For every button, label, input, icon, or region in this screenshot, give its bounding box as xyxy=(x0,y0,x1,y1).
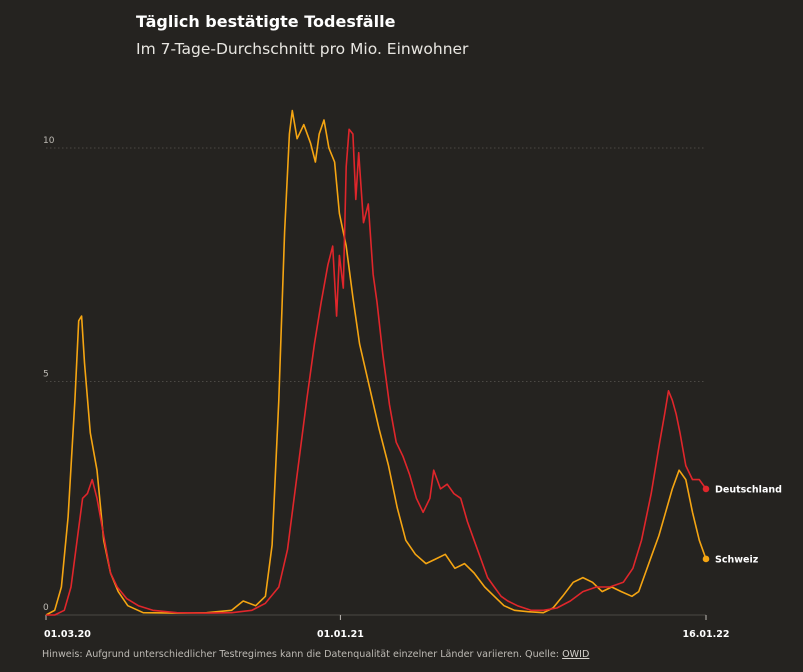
series-endpoint-deutschland xyxy=(702,485,710,493)
chart-title: Täglich bestätigte Todesfälle xyxy=(136,12,396,31)
series-line-deutschland xyxy=(46,128,707,616)
x-tick-label: 01.01.21 xyxy=(317,629,364,640)
chart-subtitle: Im 7-Tage-Durchschnitt pro Mio. Einwohne… xyxy=(136,40,469,58)
series-label-deutschland: Deutschland xyxy=(715,484,782,495)
footnote-text: Hinweis: Aufgrund unterschiedlicher Test… xyxy=(42,649,563,660)
y-tick-label: 10 xyxy=(43,136,55,146)
series-endpoint-schweiz xyxy=(702,555,710,563)
y-tick-label: 5 xyxy=(43,370,49,380)
footnote: Hinweis: Aufgrund unterschiedlicher Test… xyxy=(42,649,589,660)
y-tick-label: 0 xyxy=(43,603,49,613)
x-tick-label: 16.01.22 xyxy=(683,629,730,640)
series-label-schweiz: Schweiz xyxy=(715,554,759,565)
source-link[interactable]: OWID xyxy=(562,649,590,660)
series-line-schweiz xyxy=(45,109,707,616)
x-tick-label: 01.03.20 xyxy=(44,629,91,640)
